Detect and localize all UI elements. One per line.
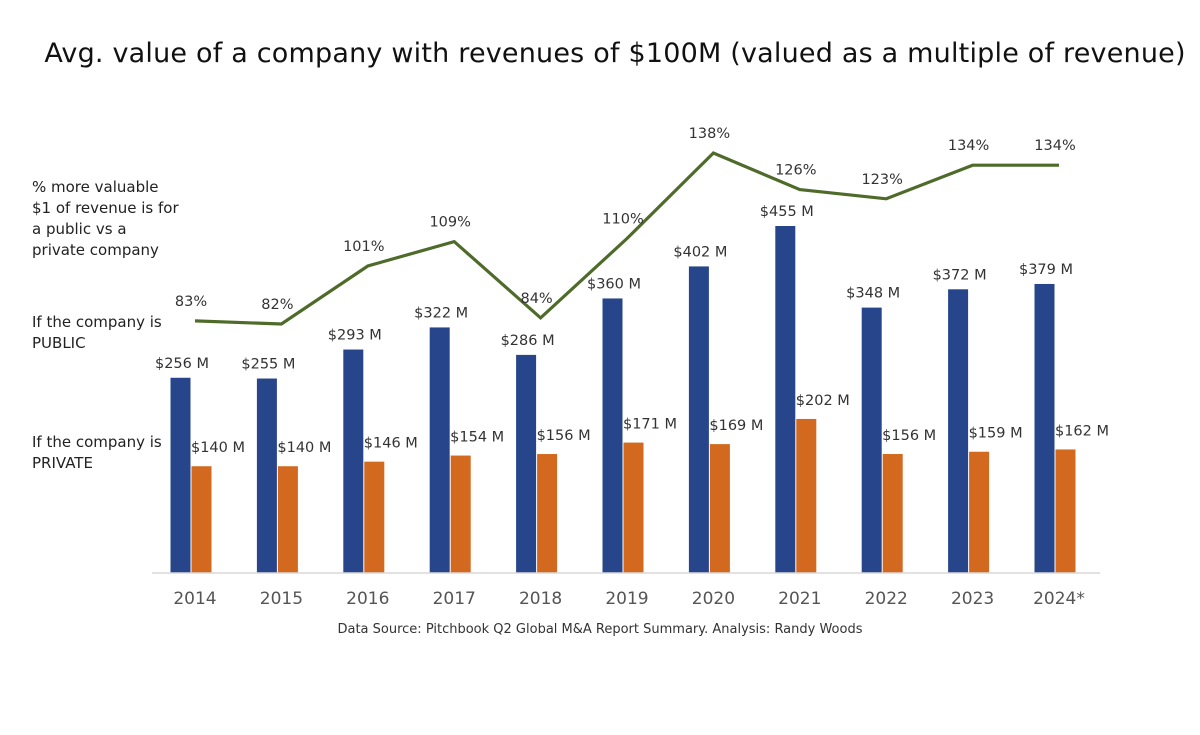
- label-public-3: $322 M: [414, 305, 468, 321]
- line-layer: [194, 151, 1060, 326]
- label-private-8: $156 M: [882, 428, 936, 444]
- premium-line: [194, 151, 1059, 326]
- bar-private-4: [537, 454, 558, 573]
- bar-private-10: [1055, 449, 1076, 573]
- label-public-6: $402 M: [673, 244, 727, 260]
- line-series-label: % more valuable $1 of revenue is for a p…: [32, 178, 179, 259]
- chart-title: Avg. value of a company with revenues of…: [44, 38, 1186, 69]
- bar-public-4: [516, 354, 537, 573]
- bar-public-7: [775, 226, 796, 573]
- source-note: Data Source: Pitchbook Q2 Global M&A Rep…: [337, 622, 863, 637]
- line-label-8: 123%: [861, 172, 902, 188]
- public-series-label: If the company is PUBLIC: [32, 313, 162, 352]
- bar-private-9: [969, 451, 990, 573]
- label-private-4: $156 M: [537, 428, 591, 444]
- line-label-7: 126%: [775, 163, 816, 179]
- label-public-7: $455 M: [760, 204, 814, 220]
- bar-private-5: [623, 442, 644, 573]
- x-tick-8: 2022: [865, 589, 908, 609]
- bar-private-6: [709, 444, 730, 573]
- x-tick-4: 2018: [519, 589, 562, 609]
- bar-public-1: [256, 378, 277, 573]
- label-private-9: $159 M: [969, 426, 1023, 442]
- label-private-0: $140 M: [191, 440, 245, 456]
- label-public-8: $348 M: [846, 286, 900, 302]
- bar-public-2: [343, 349, 364, 573]
- x-tick-6: 2020: [692, 589, 735, 609]
- line-label-5: 110%: [602, 212, 643, 228]
- line-label-10: 134%: [1034, 138, 1075, 154]
- label-private-6: $169 M: [709, 418, 763, 434]
- bar-private-8: [882, 454, 903, 573]
- bar-public-9: [948, 289, 969, 573]
- bar-public-10: [1034, 283, 1055, 573]
- label-private-5: $171 M: [623, 417, 677, 433]
- bar-private-1: [277, 466, 298, 573]
- bar-public-8: [861, 307, 882, 573]
- x-tick-3: 2017: [433, 589, 476, 609]
- bar-public-3: [429, 327, 450, 573]
- line-label-2: 101%: [343, 239, 384, 255]
- x-tick-9: 2023: [951, 589, 994, 609]
- label-private-1: $140 M: [277, 440, 331, 456]
- bar-private-2: [364, 461, 385, 573]
- label-private-3: $154 M: [450, 430, 504, 446]
- line-label-3: 109%: [429, 215, 470, 231]
- bars-layer: [170, 226, 1076, 573]
- label-private-10: $162 M: [1055, 423, 1109, 439]
- label-public-9: $372 M: [933, 267, 987, 283]
- private-series-label: If the company is PRIVATE: [32, 433, 162, 472]
- x-tick-5: 2019: [605, 589, 648, 609]
- line-label-9: 134%: [948, 138, 989, 154]
- x-tick-1: 2015: [260, 589, 303, 609]
- bar-private-7: [796, 418, 817, 573]
- label-public-1: $255 M: [241, 357, 295, 373]
- bar-private-3: [450, 455, 471, 573]
- label-public-2: $293 M: [328, 328, 382, 344]
- line-label-0: 83%: [175, 294, 207, 310]
- label-public-10: $379 M: [1019, 262, 1073, 278]
- bar-private-0: [191, 466, 212, 573]
- label-public-5: $360 M: [587, 276, 641, 292]
- bar-public-5: [602, 298, 623, 573]
- label-public-0: $256 M: [155, 356, 209, 372]
- x-tick-10: 2024*: [1033, 589, 1085, 609]
- label-public-4: $286 M: [501, 333, 555, 349]
- line-label-1: 82%: [261, 297, 293, 313]
- x-tick-2: 2016: [346, 589, 389, 609]
- x-tick-0: 2014: [173, 589, 216, 609]
- line-label-4: 84%: [520, 291, 552, 307]
- line-label-6: 138%: [689, 126, 730, 142]
- bar-public-6: [688, 266, 709, 573]
- x-tick-7: 2021: [778, 589, 821, 609]
- labels-layer: $256 M $140 M 2014 83% $255 M $140 M 2015 82% $2…: [155, 126, 1109, 609]
- bar-public-0: [170, 377, 191, 573]
- label-private-7: $202 M: [796, 393, 850, 409]
- label-private-2: $146 M: [364, 436, 418, 452]
